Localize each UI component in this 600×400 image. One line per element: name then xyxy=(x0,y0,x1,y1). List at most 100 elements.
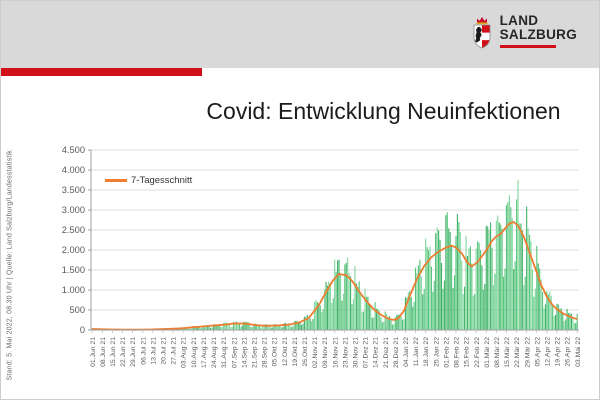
daily-bar xyxy=(383,321,385,330)
x-tick-label: 07.Dez 21 xyxy=(363,337,370,368)
y-tick-label: 2.500 xyxy=(62,225,85,235)
daily-bar xyxy=(364,288,366,330)
x-tick-label: 22.Jun 21 xyxy=(120,337,127,367)
daily-bar xyxy=(352,298,355,330)
daily-bar xyxy=(228,323,230,330)
daily-bar xyxy=(446,212,448,330)
daily-bar xyxy=(546,291,548,330)
daily-bar xyxy=(468,248,470,330)
daily-bar xyxy=(471,263,473,330)
daily-bar xyxy=(562,313,564,330)
daily-bar xyxy=(448,228,450,330)
daily-bar xyxy=(267,325,269,330)
daily-bar xyxy=(423,288,425,330)
daily-bar xyxy=(357,286,359,330)
daily-bar xyxy=(273,324,275,330)
daily-bar xyxy=(503,276,505,330)
x-tick-label: 09.Nov 21 xyxy=(322,337,329,368)
daily-bar xyxy=(521,230,523,330)
daily-bar xyxy=(475,248,477,330)
daily-bar xyxy=(233,321,235,330)
x-tick-label: 11.Jan 22 xyxy=(413,337,420,367)
daily-bar xyxy=(501,228,503,330)
daily-bar xyxy=(373,317,375,330)
daily-bar xyxy=(426,247,428,330)
daily-bar xyxy=(508,195,510,330)
x-tick-label: 10.Aug 21 xyxy=(191,337,198,368)
daily-bar xyxy=(367,296,369,330)
daily-bar xyxy=(250,326,252,330)
daily-bar xyxy=(211,327,213,330)
daily-bar xyxy=(453,275,456,330)
daily-bar xyxy=(537,263,539,330)
daily-bar xyxy=(520,223,522,330)
daily-bar xyxy=(309,318,311,330)
daily-bar xyxy=(361,311,363,330)
daily-bar xyxy=(540,279,542,330)
daily-bar xyxy=(534,288,536,330)
daily-bar xyxy=(312,318,314,330)
daily-bar xyxy=(264,324,266,330)
daily-bar xyxy=(178,328,180,330)
daily-bar xyxy=(363,311,365,330)
daily-bar xyxy=(377,309,379,330)
daily-bar xyxy=(322,309,324,330)
daily-bar xyxy=(270,327,272,330)
daily-bar xyxy=(210,327,212,330)
daily-bar xyxy=(243,321,245,330)
daily-bar xyxy=(518,223,521,330)
daily-bar xyxy=(387,317,389,330)
daily-bar xyxy=(329,284,331,330)
daily-bar xyxy=(458,222,460,330)
daily-bar xyxy=(308,318,310,330)
daily-bar xyxy=(409,291,411,330)
daily-bar xyxy=(191,328,193,330)
daily-bar xyxy=(289,324,291,330)
daily-bar xyxy=(445,215,447,330)
daily-bar xyxy=(459,231,461,330)
daily-bar xyxy=(234,322,236,330)
daily-bar xyxy=(215,324,217,330)
daily-bar xyxy=(295,320,297,330)
daily-bar xyxy=(439,239,441,330)
daily-bar xyxy=(223,323,225,330)
daily-bar xyxy=(530,241,532,330)
y-tick-label: 3.000 xyxy=(62,205,85,215)
daily-bar xyxy=(464,286,466,330)
y-tick-label: 0 xyxy=(80,325,85,335)
x-tick-label: 29.Jun 21 xyxy=(130,337,137,367)
daily-bar xyxy=(511,218,513,330)
daily-bar xyxy=(199,328,202,330)
x-tick-label: 03.Aug 21 xyxy=(181,337,188,368)
daily-bar xyxy=(305,316,307,330)
x-tick-label: 06.Jul 21 xyxy=(140,337,147,365)
daily-bar xyxy=(539,268,541,330)
daily-bar xyxy=(306,314,308,330)
daily-bar xyxy=(244,321,246,330)
daily-bar xyxy=(567,312,570,330)
x-tick-label: 05.Okt 21 xyxy=(272,337,279,367)
x-tick-label: 05.Apr 22 xyxy=(534,337,541,367)
daily-bar xyxy=(188,327,190,330)
x-tick-label: 23.Nov 21 xyxy=(342,337,349,368)
daily-bar xyxy=(299,322,301,330)
daily-bar xyxy=(390,318,392,330)
x-tick-label: 15.Jun 21 xyxy=(110,337,117,367)
daily-bar xyxy=(462,293,464,330)
daily-bar xyxy=(318,303,320,330)
x-tick-label: 21.Sep 21 xyxy=(251,337,258,368)
daily-bar xyxy=(566,308,568,330)
daily-bar xyxy=(217,324,219,330)
daily-bar xyxy=(490,222,492,330)
header-band xyxy=(1,1,599,68)
daily-bar xyxy=(344,264,346,330)
x-tick-label: 18.Jan 22 xyxy=(423,337,430,367)
daily-bar xyxy=(248,324,251,330)
daily-bar xyxy=(378,310,380,330)
daily-bar xyxy=(563,321,565,330)
daily-bar xyxy=(285,322,287,330)
daily-bar xyxy=(286,324,288,330)
daily-bar xyxy=(300,325,303,330)
logo-underline xyxy=(499,45,556,48)
daily-bar xyxy=(260,327,262,330)
